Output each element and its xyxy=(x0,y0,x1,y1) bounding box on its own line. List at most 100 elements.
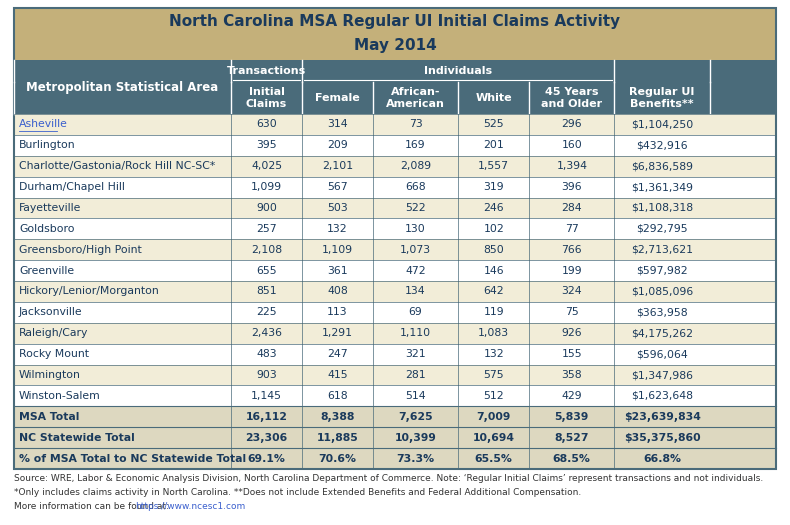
Text: 2,089: 2,089 xyxy=(400,161,431,171)
Text: $4,175,262: $4,175,262 xyxy=(631,328,693,338)
Text: More information can be found at:: More information can be found at: xyxy=(14,502,171,511)
Text: North Carolina MSA Regular UI Initial Claims Activity: North Carolina MSA Regular UI Initial Cl… xyxy=(169,14,621,29)
Text: $363,958: $363,958 xyxy=(636,307,688,318)
Text: Rocky Mount: Rocky Mount xyxy=(19,349,89,359)
Text: Individuals: Individuals xyxy=(424,66,492,76)
Text: 247: 247 xyxy=(327,349,348,359)
Text: Metropolitan Statistical Area: Metropolitan Statistical Area xyxy=(26,80,219,93)
Text: 68.5%: 68.5% xyxy=(553,454,591,464)
Text: Hickory/Lenior/Morganton: Hickory/Lenior/Morganton xyxy=(19,287,160,297)
Text: $1,361,349: $1,361,349 xyxy=(631,182,693,192)
Text: Initial
Claims: Initial Claims xyxy=(246,87,288,109)
Text: 900: 900 xyxy=(256,203,277,213)
Text: Burlington: Burlington xyxy=(19,140,76,150)
Text: $432,916: $432,916 xyxy=(636,140,688,150)
Text: 10,694: 10,694 xyxy=(472,433,514,443)
Bar xyxy=(14,197,776,218)
Bar xyxy=(14,156,776,176)
Text: 630: 630 xyxy=(256,120,277,130)
Text: 314: 314 xyxy=(327,120,348,130)
Text: 483: 483 xyxy=(256,349,277,359)
Text: Winston-Salem: Winston-Salem xyxy=(19,391,101,401)
Text: 132: 132 xyxy=(483,349,504,359)
Text: 65.5%: 65.5% xyxy=(475,454,513,464)
Text: $2,713,621: $2,713,621 xyxy=(631,245,693,255)
Text: African-
American: African- American xyxy=(386,87,445,109)
Text: 77: 77 xyxy=(565,224,578,234)
Text: 472: 472 xyxy=(405,266,426,276)
Text: 7,009: 7,009 xyxy=(476,412,511,422)
Text: 1,109: 1,109 xyxy=(322,245,353,255)
Text: 69.1%: 69.1% xyxy=(248,454,285,464)
Text: 5,839: 5,839 xyxy=(555,412,589,422)
Text: 395: 395 xyxy=(256,140,277,150)
Text: 1,099: 1,099 xyxy=(251,182,282,192)
Text: Source: WRE, Labor & Economic Analysis Division, North Carolina Department of Co: Source: WRE, Labor & Economic Analysis D… xyxy=(14,474,763,483)
Bar xyxy=(14,8,776,60)
Text: $23,639,834: $23,639,834 xyxy=(623,412,701,422)
Text: 2,436: 2,436 xyxy=(251,328,282,338)
Text: 296: 296 xyxy=(562,120,582,130)
Text: $6,836,589: $6,836,589 xyxy=(631,161,693,171)
Text: Asheville: Asheville xyxy=(19,120,68,130)
Bar xyxy=(14,281,776,302)
Bar xyxy=(14,8,776,469)
Text: 201: 201 xyxy=(483,140,504,150)
Text: 130: 130 xyxy=(405,224,426,234)
Text: 23,306: 23,306 xyxy=(246,433,288,443)
Text: Wilmington: Wilmington xyxy=(19,370,81,380)
Text: 642: 642 xyxy=(483,287,504,297)
Text: 169: 169 xyxy=(405,140,426,150)
Text: 113: 113 xyxy=(327,307,348,318)
Text: 134: 134 xyxy=(405,287,426,297)
Text: 1,083: 1,083 xyxy=(478,328,510,338)
Text: Greenville: Greenville xyxy=(19,266,74,276)
Text: 514: 514 xyxy=(405,391,426,401)
Text: 1,110: 1,110 xyxy=(400,328,431,338)
Text: 199: 199 xyxy=(562,266,582,276)
Text: 75: 75 xyxy=(565,307,578,318)
Text: 119: 119 xyxy=(483,307,504,318)
Bar xyxy=(14,135,776,156)
Text: 16,112: 16,112 xyxy=(246,412,288,422)
Text: 429: 429 xyxy=(562,391,582,401)
Text: https://www.ncesc1.com: https://www.ncesc1.com xyxy=(135,502,245,511)
Bar xyxy=(14,239,776,260)
Text: Jacksonville: Jacksonville xyxy=(19,307,83,318)
Text: 246: 246 xyxy=(483,203,504,213)
Text: 512: 512 xyxy=(483,391,504,401)
Text: 11,885: 11,885 xyxy=(317,433,359,443)
Text: $292,795: $292,795 xyxy=(636,224,688,234)
Text: 73.3%: 73.3% xyxy=(397,454,434,464)
Text: 851: 851 xyxy=(256,287,277,297)
Text: Goldsboro: Goldsboro xyxy=(19,224,74,234)
Bar xyxy=(14,385,776,406)
Text: 257: 257 xyxy=(256,224,277,234)
Text: 525: 525 xyxy=(483,120,504,130)
Text: 8,388: 8,388 xyxy=(320,412,355,422)
Text: 503: 503 xyxy=(327,203,348,213)
Bar xyxy=(14,176,776,197)
Text: 10,399: 10,399 xyxy=(395,433,437,443)
Bar xyxy=(14,60,776,82)
Text: MSA Total: MSA Total xyxy=(19,412,79,422)
Text: 668: 668 xyxy=(405,182,426,192)
Text: White: White xyxy=(476,93,512,103)
Text: NC Statewide Total: NC Statewide Total xyxy=(19,433,135,443)
Text: 850: 850 xyxy=(483,245,504,255)
Text: Charlotte/Gastonia/Rock Hill NC-SC*: Charlotte/Gastonia/Rock Hill NC-SC* xyxy=(19,161,215,171)
Bar xyxy=(14,448,776,469)
Text: 321: 321 xyxy=(405,349,426,359)
Text: Greensboro/High Point: Greensboro/High Point xyxy=(19,245,141,255)
Text: 69: 69 xyxy=(408,307,423,318)
Text: 1,073: 1,073 xyxy=(400,245,431,255)
Text: 358: 358 xyxy=(562,370,582,380)
Bar xyxy=(14,260,776,281)
Bar xyxy=(14,302,776,323)
Text: 408: 408 xyxy=(327,287,348,297)
Text: $1,347,986: $1,347,986 xyxy=(631,370,693,380)
Text: $1,108,318: $1,108,318 xyxy=(631,203,693,213)
Bar xyxy=(14,427,776,448)
Text: 2,101: 2,101 xyxy=(322,161,353,171)
Text: 319: 319 xyxy=(483,182,504,192)
